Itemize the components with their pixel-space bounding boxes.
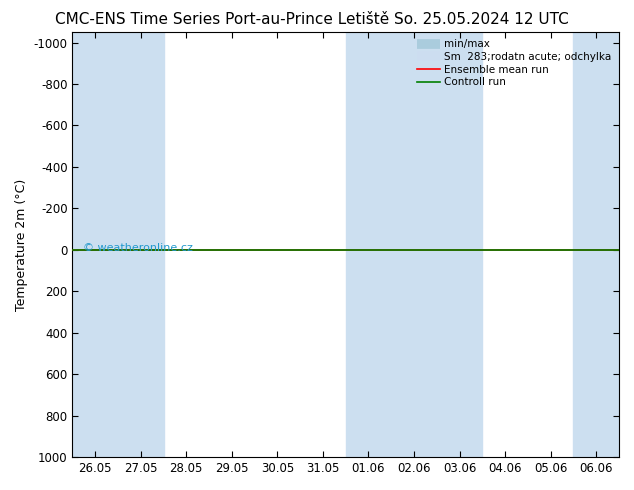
Bar	[573, 32, 619, 457]
Legend: min/max, Sm  283;rodatn acute; odchylka, Ensemble mean run, Controll run: min/max, Sm 283;rodatn acute; odchylka, …	[415, 37, 614, 89]
Bar	[72, 32, 164, 457]
Text: © weatheronline.cz: © weatheronline.cz	[83, 243, 193, 252]
Text: CMC-ENS Time Series Port-au-Prince Letiště: CMC-ENS Time Series Port-au-Prince Letiš…	[55, 12, 389, 27]
Y-axis label: Temperature 2m (°C): Temperature 2m (°C)	[15, 178, 28, 311]
Text: So. 25.05.2024 12 UTC: So. 25.05.2024 12 UTC	[394, 12, 569, 27]
Bar	[346, 32, 482, 457]
